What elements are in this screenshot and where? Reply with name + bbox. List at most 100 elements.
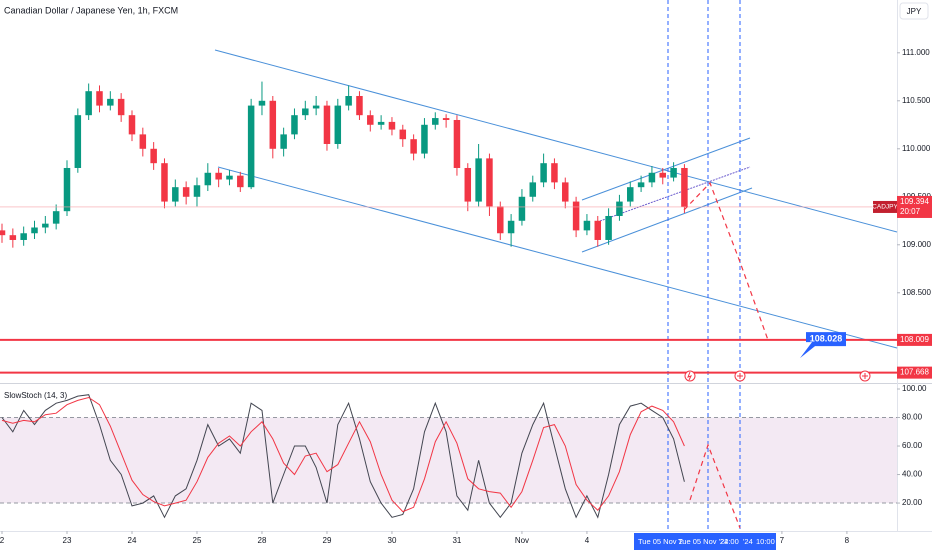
candle-body [648,172,656,183]
x-tick-label: 24 [128,536,137,545]
candle-body [302,108,309,116]
candle-body [323,105,331,144]
candle-body [497,206,504,234]
candle-body [410,139,417,154]
y-tick-label: 109.000 [902,240,931,249]
trend-line [581,137,751,201]
trend-line [217,166,898,349]
candle-body [345,95,352,106]
level-label: 108.009 [900,335,929,344]
stoch-background [0,417,897,504]
projections [683,181,769,529]
stoch-line [1,394,685,519]
candle-body [605,215,612,240]
currency-label[interactable]: JPY [907,7,922,16]
projection-path [689,443,741,529]
candle-body [42,223,49,228]
candle-body [388,121,396,130]
candle-body [453,119,461,168]
candle-body [20,233,27,240]
candle-body [237,175,244,188]
candle-body [637,182,645,188]
crosshair-label: 22:00 [720,537,739,546]
x-tick-label: 29 [323,536,332,545]
candle-body [74,115,82,168]
callout-box [800,332,846,359]
candle-body [659,172,667,178]
candle-body [291,115,298,135]
event-glyph [862,373,868,379]
y-tick-label: 60.00 [902,441,923,450]
x-tick-label: 28 [258,536,267,545]
callout-label: 108.028 [810,333,843,343]
x-tick-label: 2 [0,536,5,545]
candle-body [432,118,439,125]
candle-body [226,175,233,180]
candle-body [269,100,277,149]
symbol-label: CADJPY [872,204,898,211]
level-tag [897,366,932,379]
candle-body [128,115,136,135]
candle-body [107,98,114,106]
stoch-line [1,396,685,513]
crosshair-lines [667,0,741,531]
crosshair-time-labels: Tue 05 Nov 2 Tue 05 Nov '24 22:00 '24 10… [634,533,776,550]
candle-body [583,220,591,231]
candle-body [334,105,342,144]
y-tick-label: 110.000 [902,144,931,153]
crosshair-label: Tue 05 Nov 2 [638,537,683,546]
marks: 111.000110.500110.000109.500109.000108.5… [0,48,932,545]
event-icons [684,370,871,382]
candle-body [117,98,125,116]
candle-body [670,167,677,178]
candle-body [464,167,472,202]
x-tick-label: 7 [780,536,785,545]
candle-body [9,235,17,240]
candle-body [258,100,266,106]
currency-button[interactable] [899,2,929,20]
candle-body [280,134,287,149]
candle-body [475,158,482,202]
stoch-band [0,417,897,504]
candle-body [172,187,179,202]
last-time-label: 20:07 [900,207,921,216]
candle-body [518,196,526,221]
candle-body [442,118,450,120]
event-glyph [737,373,743,379]
trend-line [581,187,753,253]
trend-line [214,49,898,233]
x-tick-label: 25 [193,536,202,545]
candle-body [616,201,623,216]
indicator-title: SlowStoch (14, 3) [4,391,67,400]
candle-body [551,163,558,183]
y-tick-label: 80.00 [902,413,923,422]
x-tick-label: 23 [63,536,72,545]
level-tag [897,333,932,346]
event-glyph [687,371,692,381]
candle-body [85,91,92,116]
crosshair-label: '24 [743,537,753,546]
symbol-tag [873,200,897,213]
y-tick-label: 40.00 [902,470,923,479]
candle-body [150,148,157,164]
y-tick-label: 20.00 [902,498,923,507]
candle-body [540,163,547,183]
candle-body [562,182,569,202]
candle-body [399,129,407,140]
y-tick-label: 110.500 [902,96,931,105]
x-tick-label: 31 [452,536,461,545]
candle-body [507,220,515,234]
y-tick-label: 111.000 [902,48,930,57]
candle-body [193,185,201,197]
candle-body [182,187,190,197]
trend-line [599,166,751,222]
x-tick-label: 30 [388,536,397,545]
projection-path [683,181,769,341]
y-tick-label: 100.00 [902,384,927,393]
x-tick-label: Nov [515,536,529,545]
candle-body [681,167,688,207]
crosshair-label: 10:00 [756,537,775,546]
candle-body [52,211,60,224]
candle-body [161,163,168,202]
